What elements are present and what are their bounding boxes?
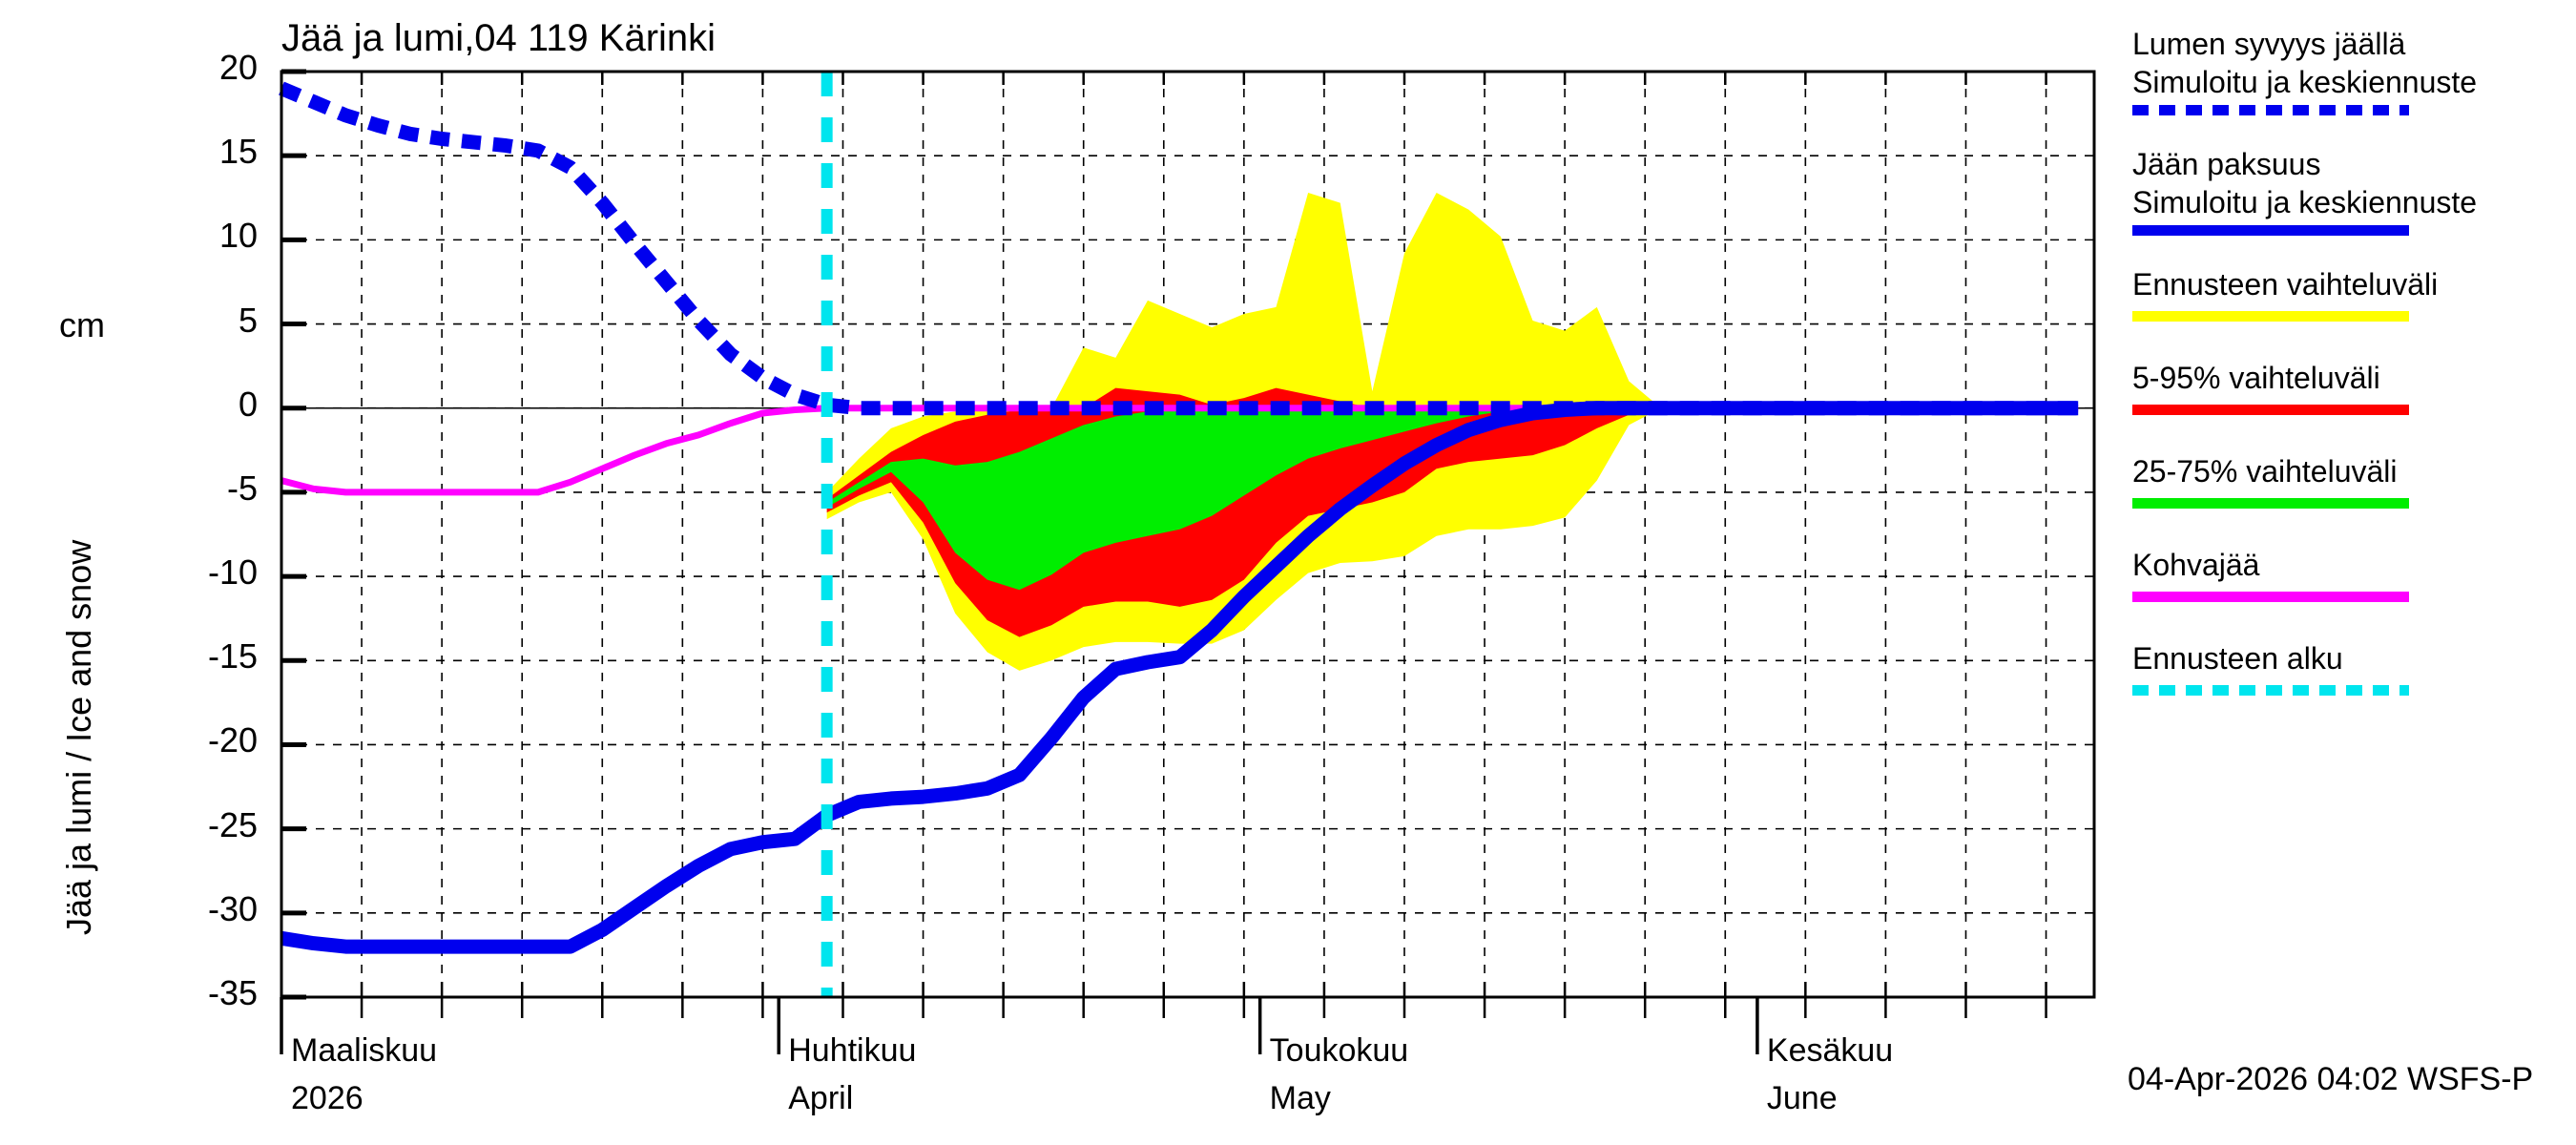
- x-tick-label-month: Maaliskuu: [291, 1032, 438, 1069]
- y-tick-label: 15: [218, 132, 258, 172]
- y-axis-label: Jää ja lumi / Ice and snow: [59, 539, 98, 935]
- y-tick-label: 5: [238, 300, 258, 340]
- legend-color-swatch: [2132, 592, 2409, 602]
- legend-item-subtitle: Simuloitu ja keskiennuste: [2132, 185, 2478, 219]
- series-snow-depth: [279, 81, 2079, 416]
- y-tick-label: 20: [218, 48, 258, 87]
- footer-timestamp: 04-Apr-2026 04:02 WSFS-P: [2128, 1061, 2534, 1097]
- legend-item-title: Jään paksuus: [2132, 147, 2321, 181]
- legend-color-swatch: [2132, 311, 2409, 322]
- x-tick-label-sub: June: [1766, 1080, 1838, 1116]
- y-tick-label: -15: [207, 636, 258, 677]
- y-tick-label: -25: [207, 804, 258, 844]
- legend-item-title: Ennusteen vaihteluväli: [2132, 267, 2439, 302]
- legend-color-swatch: [2132, 105, 2409, 115]
- y-tick-label: 0: [238, 384, 258, 424]
- x-tick-label-month: Huhtikuu: [788, 1032, 917, 1069]
- y-tick-label: -35: [207, 973, 258, 1012]
- band-25-75: [826, 407, 1662, 591]
- legend-item-subtitle: Simuloitu ja keskiennuste: [2132, 65, 2478, 99]
- y-tick-label: 10: [218, 216, 258, 256]
- legend-item-title: Kohvajää: [2132, 548, 2260, 582]
- y-tick-label: -10: [207, 552, 258, 593]
- legend-color-swatch: [2132, 498, 2409, 509]
- x-tick-label-sub: 2026: [291, 1080, 364, 1116]
- y-tick-label: -30: [207, 888, 258, 928]
- x-tick-label-sub: May: [1269, 1080, 1331, 1116]
- plot-frame: [280, 70, 2096, 999]
- legend-item-title: Lumen syvyys jäällä: [2132, 27, 2406, 61]
- y-tick-label: -5: [226, 468, 258, 508]
- legend-item-title: Ennusteen alku: [2132, 641, 2343, 676]
- x-tick-label-month: Kesäkuu: [1766, 1032, 1894, 1069]
- legend-color-swatch: [2132, 685, 2409, 696]
- page-title: Jää ja lumi,04 119 Kärinki: [281, 17, 717, 59]
- x-tick-label-sub: April: [788, 1080, 854, 1116]
- x-tick-label-month: Toukokuu: [1269, 1032, 1409, 1069]
- legend-color-swatch: [2132, 405, 2409, 415]
- legend-item-title: 25-75% vaihteluväli: [2132, 454, 2398, 489]
- legend-color-swatch: [2132, 225, 2409, 236]
- y-tick-label: -20: [207, 720, 258, 760]
- y-axis-unit: cm: [59, 305, 105, 344]
- legend-item-title: 5-95% vaihteluväli: [2132, 361, 2380, 395]
